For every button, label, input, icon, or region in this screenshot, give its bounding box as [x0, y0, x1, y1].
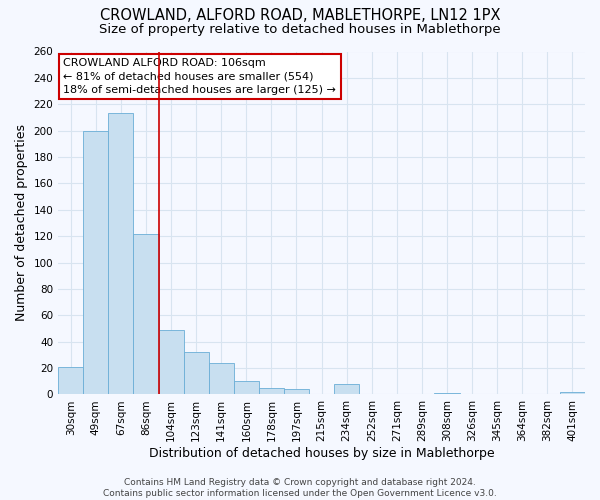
Bar [184, 352, 209, 395]
Text: Size of property relative to detached houses in Mablethorpe: Size of property relative to detached ho… [99, 22, 501, 36]
Bar [234, 382, 259, 394]
Text: Contains HM Land Registry data © Crown copyright and database right 2024.
Contai: Contains HM Land Registry data © Crown c… [103, 478, 497, 498]
Bar [83, 130, 109, 394]
Bar [133, 234, 158, 394]
Bar [560, 392, 585, 394]
Bar [334, 384, 359, 394]
Bar [209, 363, 234, 394]
Bar [109, 114, 133, 394]
Bar [259, 388, 284, 394]
Bar [158, 330, 184, 394]
Bar [434, 393, 460, 394]
Bar [284, 389, 309, 394]
Bar [58, 367, 83, 394]
Y-axis label: Number of detached properties: Number of detached properties [15, 124, 28, 322]
Text: CROWLAND, ALFORD ROAD, MABLETHORPE, LN12 1PX: CROWLAND, ALFORD ROAD, MABLETHORPE, LN12… [100, 8, 500, 22]
X-axis label: Distribution of detached houses by size in Mablethorpe: Distribution of detached houses by size … [149, 447, 494, 460]
Text: CROWLAND ALFORD ROAD: 106sqm
← 81% of detached houses are smaller (554)
18% of s: CROWLAND ALFORD ROAD: 106sqm ← 81% of de… [64, 58, 337, 95]
